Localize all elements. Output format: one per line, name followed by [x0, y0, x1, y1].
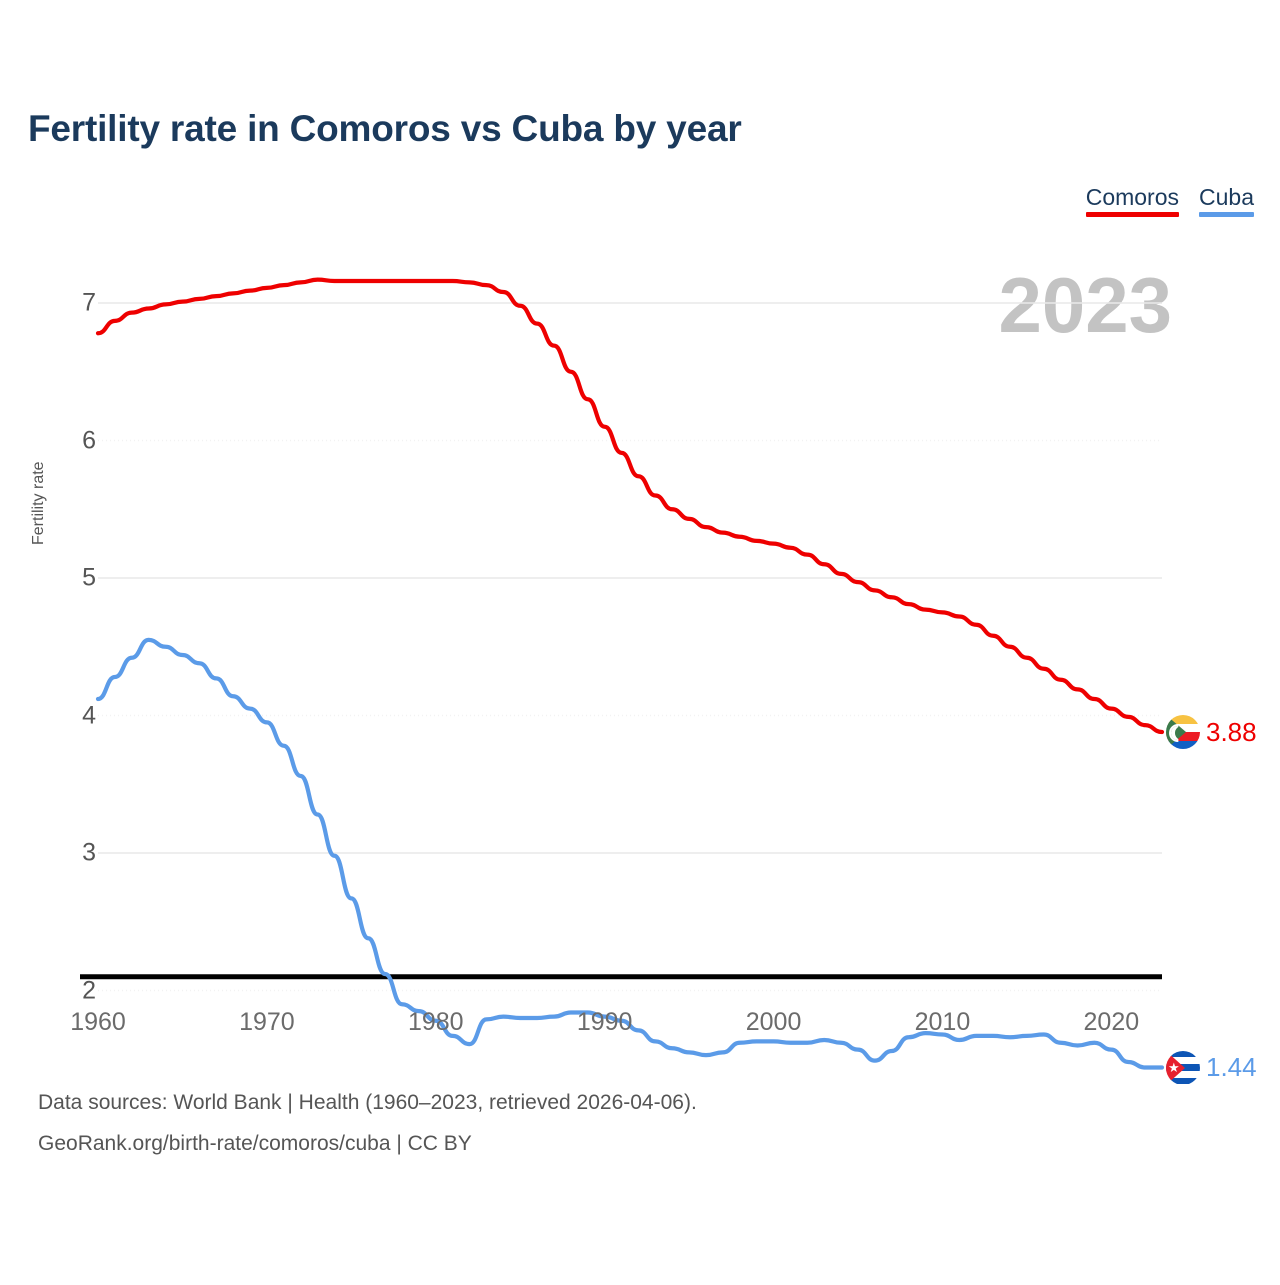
- end-label-comoros: 3.88: [1166, 715, 1257, 749]
- chart-legend: Comoros Cuba: [1085, 184, 1254, 217]
- y-tick-label-4: 4: [82, 701, 96, 729]
- x-tick-label-1980: 1980: [407, 1008, 464, 1036]
- footer: Data sources: World Bank | Health (1960–…: [38, 1082, 697, 1164]
- legend-item-comoros[interactable]: Comoros: [1085, 184, 1180, 217]
- end-value-cuba: 1.44: [1206, 1052, 1257, 1082]
- page-title: Fertility rate in Comoros vs Cuba by yea…: [28, 108, 742, 149]
- y-tick-label-6: 6: [82, 426, 96, 454]
- y-tick-label-5: 5: [82, 563, 96, 592]
- legend-label-comoros: Comoros: [1085, 184, 1180, 210]
- footer-attribution: GeoRank.org/birth-rate/comoros/cuba | CC…: [38, 1132, 472, 1155]
- cuba-flag-icon: ★: [1166, 1050, 1200, 1085]
- y-tick-label-2: 2: [82, 976, 96, 1004]
- legend-swatch-comoros: [1085, 212, 1180, 217]
- y-tick-label-3: 3: [82, 838, 96, 867]
- x-tick-label-1960: 1960: [70, 1008, 126, 1036]
- legend-swatch-cuba: [1199, 212, 1254, 217]
- legend-label-cuba: Cuba: [1199, 184, 1254, 210]
- x-tick-label-1990: 1990: [576, 1008, 633, 1036]
- x-tick-label-1970: 1970: [239, 1008, 295, 1036]
- x-tick-label-2020: 2020: [1083, 1008, 1140, 1036]
- end-value-comoros: 3.88: [1206, 716, 1257, 747]
- footer-sources: Data sources: World Bank | Health (1960–…: [38, 1091, 697, 1114]
- x-tick-label-2010: 2010: [914, 1008, 971, 1036]
- legend-item-cuba[interactable]: Cuba: [1199, 184, 1254, 217]
- y-tick-label-7: 7: [82, 288, 96, 317]
- year-watermark: 2023: [998, 261, 1172, 349]
- series-line-cuba: [95, 637, 1165, 1070]
- x-tick-label-2000: 2000: [745, 1008, 802, 1036]
- comoros-flag-icon: [1166, 715, 1200, 749]
- end-label-cuba: ★ 1.44: [1166, 1050, 1257, 1085]
- series-line-comoros: [95, 277, 1165, 735]
